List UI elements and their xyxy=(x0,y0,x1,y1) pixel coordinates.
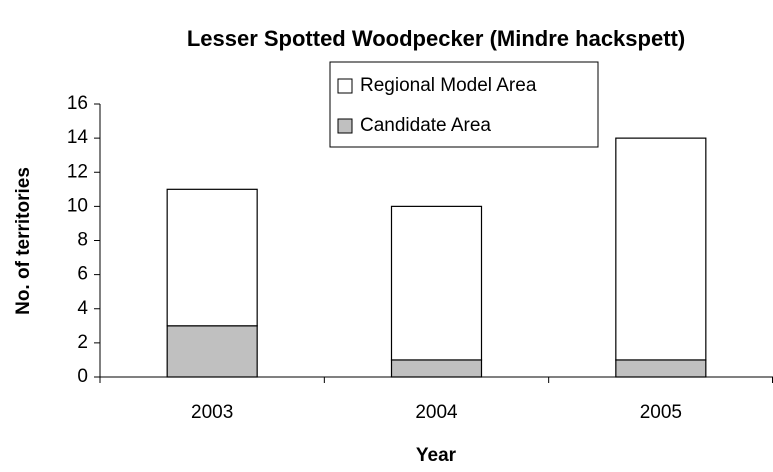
legend-swatch xyxy=(337,118,353,134)
y-tick-label: 4 xyxy=(77,298,88,319)
bar-segment xyxy=(615,359,707,378)
y-tick-label: 0 xyxy=(77,366,88,387)
x-tick-label: 2004 xyxy=(415,402,458,423)
legend-box xyxy=(329,61,599,148)
x-axis-label: Year xyxy=(416,445,457,466)
legend-swatch xyxy=(337,78,353,94)
legend-label: Candidate Area xyxy=(360,115,491,136)
y-tick-label: 12 xyxy=(67,161,88,182)
y-axis-label: No. of territories xyxy=(13,167,34,315)
bar-segment xyxy=(615,137,707,361)
y-tick-label: 2 xyxy=(77,332,88,353)
x-tick-label: 2003 xyxy=(191,402,233,423)
y-tick-label: 8 xyxy=(77,230,88,251)
bar-segment xyxy=(166,188,258,327)
y-tick-label: 6 xyxy=(77,264,88,285)
bar-segment xyxy=(390,205,483,361)
y-tick-label: 14 xyxy=(67,127,89,148)
bar-segment xyxy=(390,359,483,378)
chart-title: Lesser Spotted Woodpecker (Mindre hacksp… xyxy=(187,26,685,51)
legend-label: Regional Model Area xyxy=(360,75,537,96)
y-tick-label: 10 xyxy=(67,195,88,216)
x-tick-label: 2005 xyxy=(640,402,682,423)
bar-segment xyxy=(166,325,258,378)
y-tick-label: 16 xyxy=(67,93,88,114)
